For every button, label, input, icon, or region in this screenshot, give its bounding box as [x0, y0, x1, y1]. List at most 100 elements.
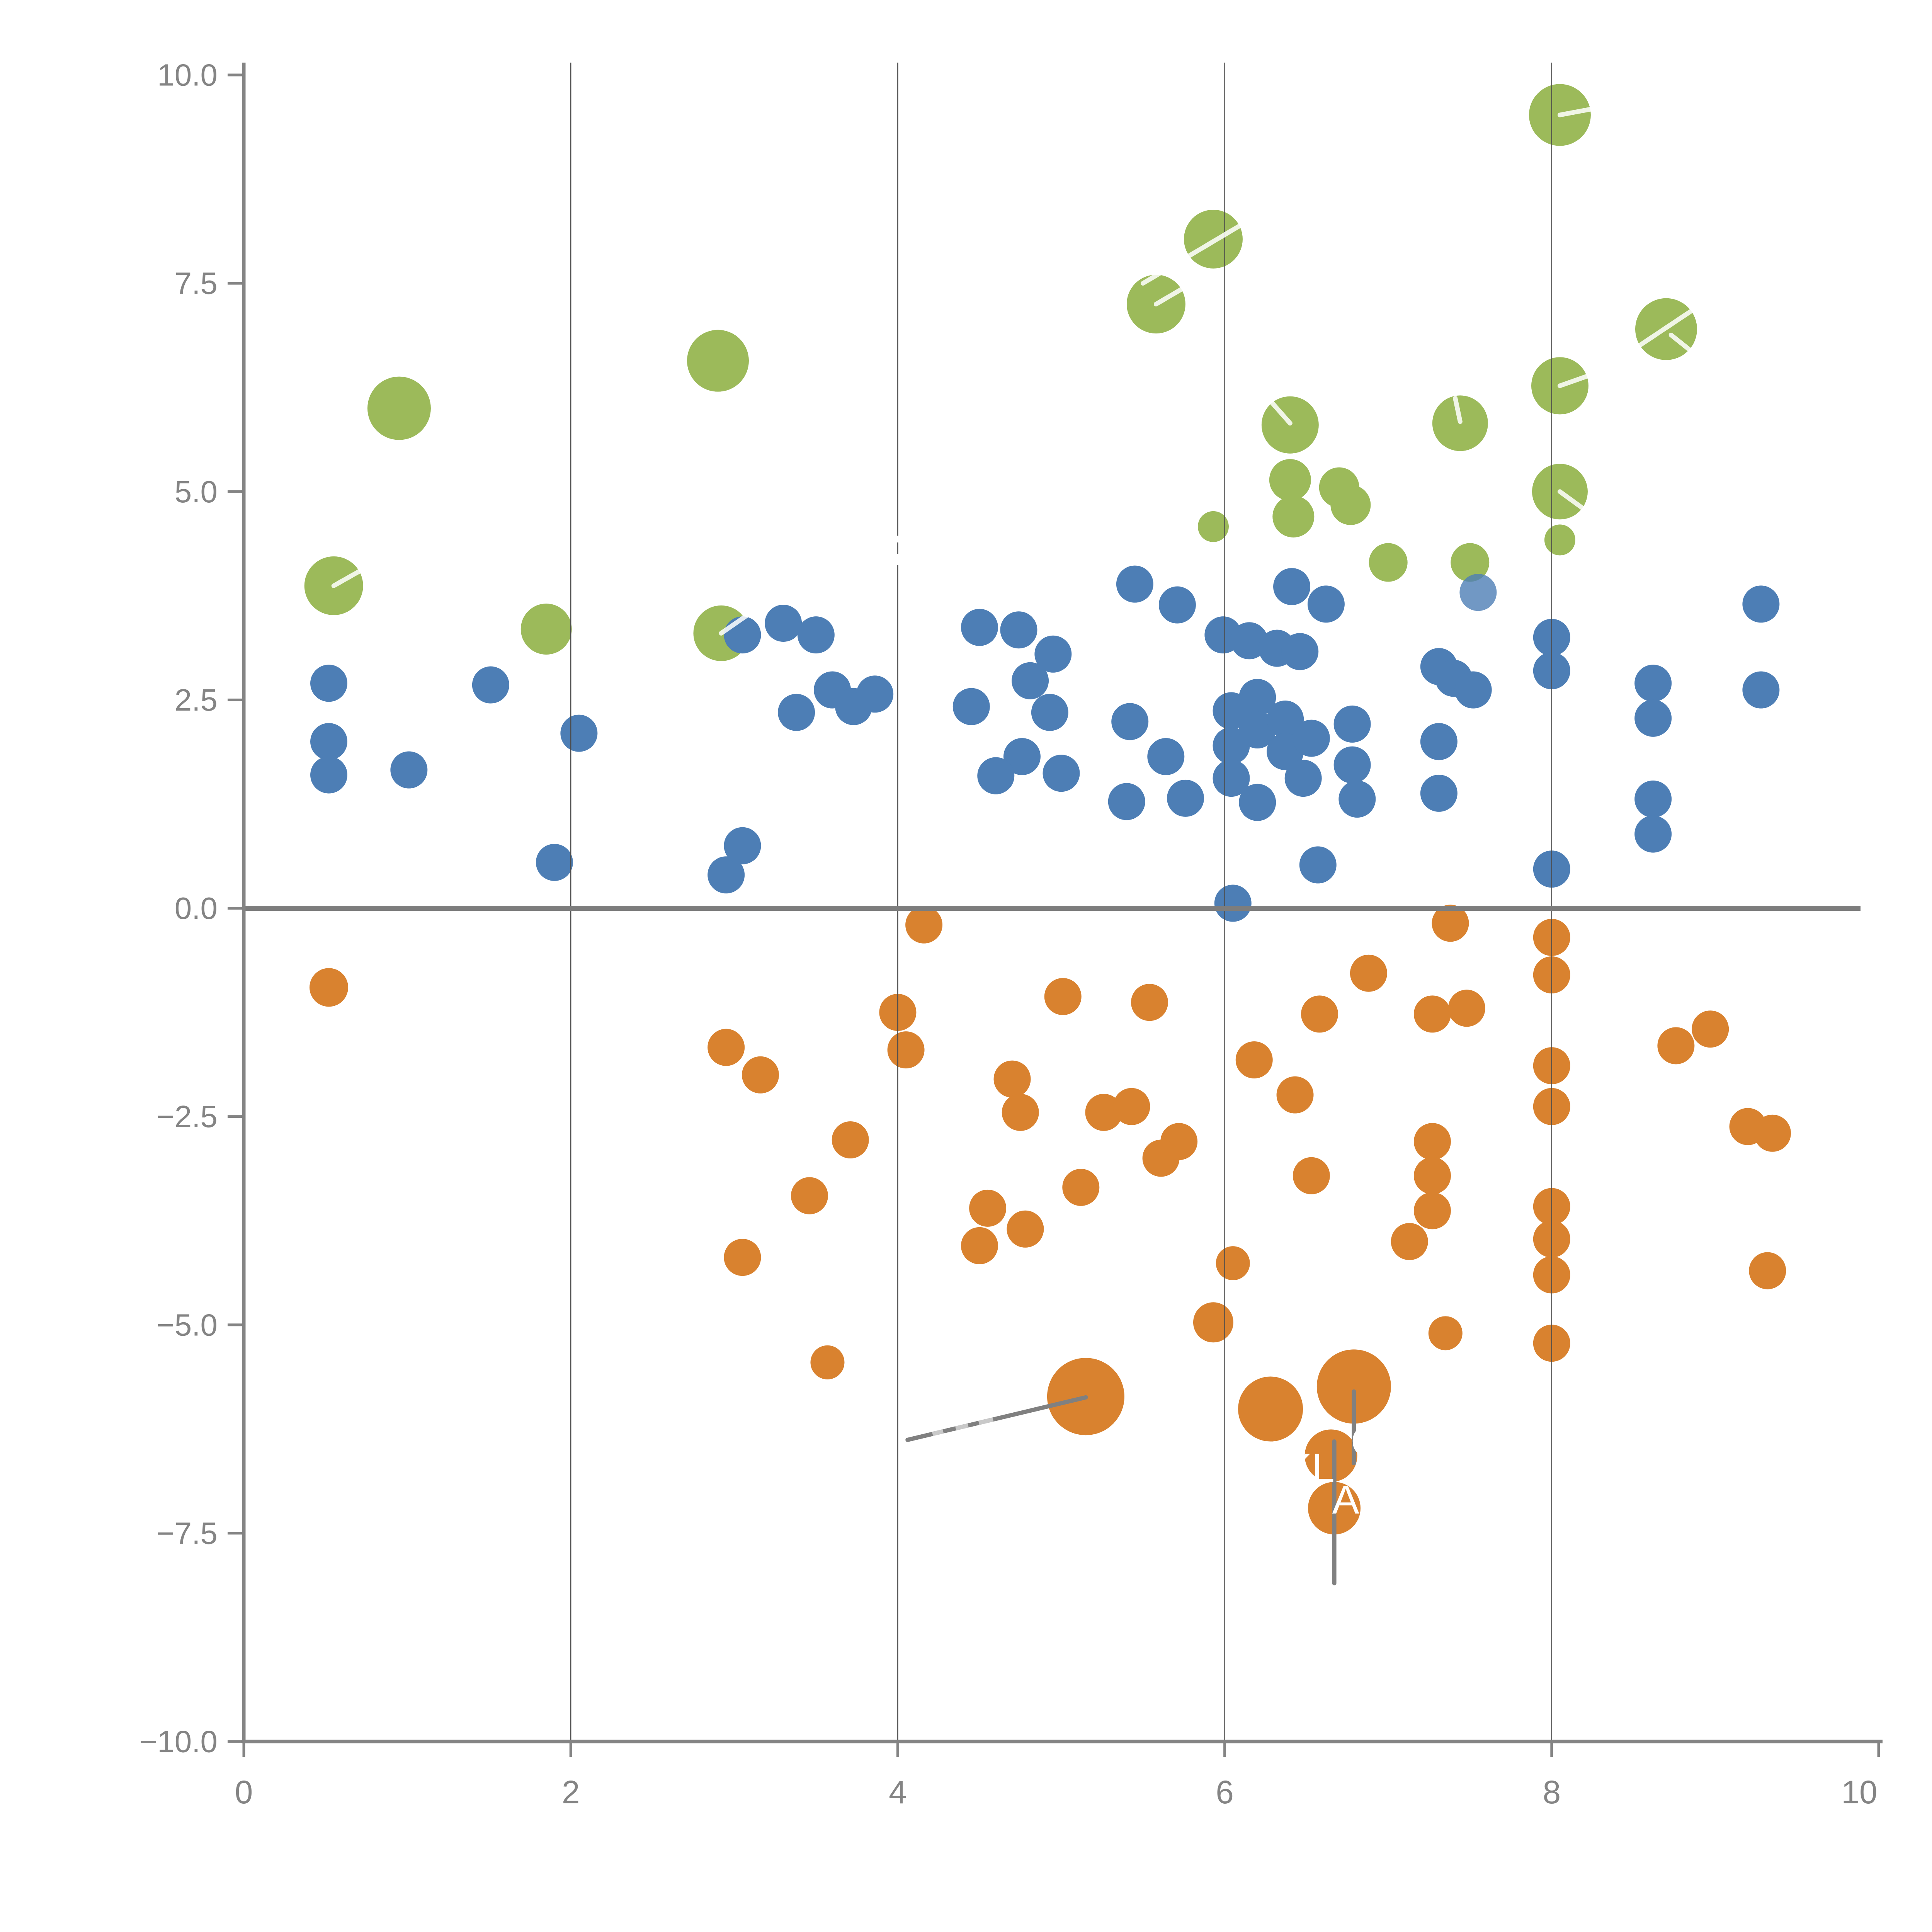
blue-data-point — [952, 688, 990, 725]
blue-data-point — [1034, 635, 1072, 673]
orange-data-point — [1216, 1246, 1250, 1281]
orange-data-point — [742, 1056, 779, 1094]
orange-data-point — [1749, 1252, 1786, 1289]
orange-data-point — [1692, 1010, 1729, 1048]
orange-data-point — [993, 1060, 1031, 1098]
blue-data-point — [1299, 846, 1337, 884]
orange-data-point — [1316, 1349, 1391, 1424]
orange-data-point — [1657, 1027, 1695, 1065]
orange-data-point — [1085, 1094, 1122, 1131]
blue-data-point — [310, 723, 348, 760]
orange-data-point — [1007, 1210, 1044, 1248]
blue-data-point — [1634, 699, 1672, 737]
blue-data-point — [1158, 586, 1196, 624]
orange-data-point — [969, 1189, 1007, 1227]
y-tick-label: 7.5 — [175, 266, 218, 301]
orange-data-point — [724, 1239, 761, 1276]
orange-data-point — [1413, 1123, 1451, 1160]
orange-data-point — [1002, 1094, 1039, 1131]
green-data-point — [520, 604, 572, 655]
blue-data-point — [856, 675, 894, 713]
blue-data-point — [1267, 700, 1304, 738]
blue-data-point — [724, 616, 761, 654]
y-tick-label: 10.0 — [157, 58, 218, 92]
blue-data-point — [1231, 622, 1268, 660]
blue-data-point — [1147, 738, 1185, 776]
blue-data-point — [1420, 774, 1458, 812]
annotation-label: KL — [1285, 1446, 1334, 1491]
blue-data-point — [1003, 738, 1041, 776]
blue-data-point — [1284, 760, 1322, 797]
blue-data-point — [797, 616, 835, 654]
blue-data-point — [1116, 565, 1153, 603]
green-data-point — [1269, 459, 1311, 501]
x-tick-label: 8 — [1543, 1774, 1561, 1810]
y-tick-label: −5.0 — [156, 1308, 218, 1342]
green-data-point — [1369, 543, 1408, 582]
orange-data-point — [1448, 990, 1485, 1027]
blue-data-point — [778, 694, 815, 731]
orange-data-point — [1044, 978, 1082, 1015]
blue-data-point — [1338, 780, 1376, 818]
orange-data-point — [1113, 1088, 1150, 1125]
marker-slash — [1153, 282, 1191, 307]
orange-data-point — [1235, 1041, 1273, 1078]
annotation-label: C — [1351, 1419, 1380, 1464]
marker-slash — [1668, 332, 1708, 365]
orange-data-point — [310, 968, 349, 1007]
blue-data-point — [961, 609, 998, 646]
orange-data-point — [1131, 984, 1168, 1021]
blue-data-point — [1213, 760, 1250, 797]
orange-data-point — [1276, 1076, 1314, 1114]
green-data-point — [1544, 524, 1575, 556]
orange-data-point — [961, 1227, 998, 1264]
blue-data-point — [390, 751, 428, 789]
orange-data-point — [1413, 1192, 1451, 1230]
annotation-label: A — [1332, 1477, 1359, 1522]
blue-data-point — [1239, 711, 1276, 749]
orange-data-point — [791, 1177, 828, 1214]
blue-data-point — [536, 844, 573, 881]
x-tick-label: 6 — [1216, 1774, 1234, 1810]
leader-line-light-segment — [955, 1423, 969, 1431]
blue-data-point — [1108, 783, 1145, 820]
y-tick-label: −10.0 — [139, 1725, 218, 1759]
y-tick-label: −7.5 — [156, 1516, 218, 1550]
blue-data-point — [1634, 780, 1672, 818]
blue-data-point — [1281, 633, 1319, 670]
blue-data-point — [1459, 574, 1497, 611]
leader-line-light-segment — [932, 1429, 944, 1436]
blue-data-point — [1012, 662, 1049, 699]
orange-data-point — [887, 1031, 925, 1069]
gridlines — [570, 63, 1553, 1742]
marker-slash — [1453, 396, 1463, 424]
orange-data-point — [1142, 1139, 1180, 1177]
orange-data-point — [1428, 1316, 1463, 1350]
y-tick-label: 2.5 — [175, 683, 218, 717]
marker-slash — [1141, 223, 1243, 286]
blue-data-point — [1043, 755, 1080, 792]
orange-data-point — [810, 1345, 845, 1379]
marker-slash — [1557, 368, 1605, 388]
orange-data-point — [1238, 1376, 1303, 1442]
orange-data-point — [1391, 1223, 1428, 1260]
blue-data-point — [1420, 723, 1458, 760]
blue-data-point — [1000, 611, 1037, 649]
blue-data-point — [1634, 665, 1672, 702]
orange-data-point — [1301, 995, 1338, 1033]
orange-data-point — [905, 906, 943, 944]
orange-data-point — [1293, 1157, 1330, 1194]
orange-data-point — [707, 1029, 745, 1066]
marker-slash — [1557, 489, 1597, 519]
blue-data-point — [1742, 585, 1780, 623]
blue-data-point — [560, 714, 598, 752]
x-tick-label: 2 — [562, 1774, 580, 1810]
blue-data-point — [1167, 779, 1204, 817]
orange-data-point — [1753, 1114, 1791, 1152]
blue-data-point — [1031, 694, 1068, 731]
blue-data-point — [765, 604, 802, 642]
series-blue — [310, 565, 1780, 922]
orange-data-point — [832, 1121, 869, 1159]
green-data-point — [367, 376, 431, 440]
